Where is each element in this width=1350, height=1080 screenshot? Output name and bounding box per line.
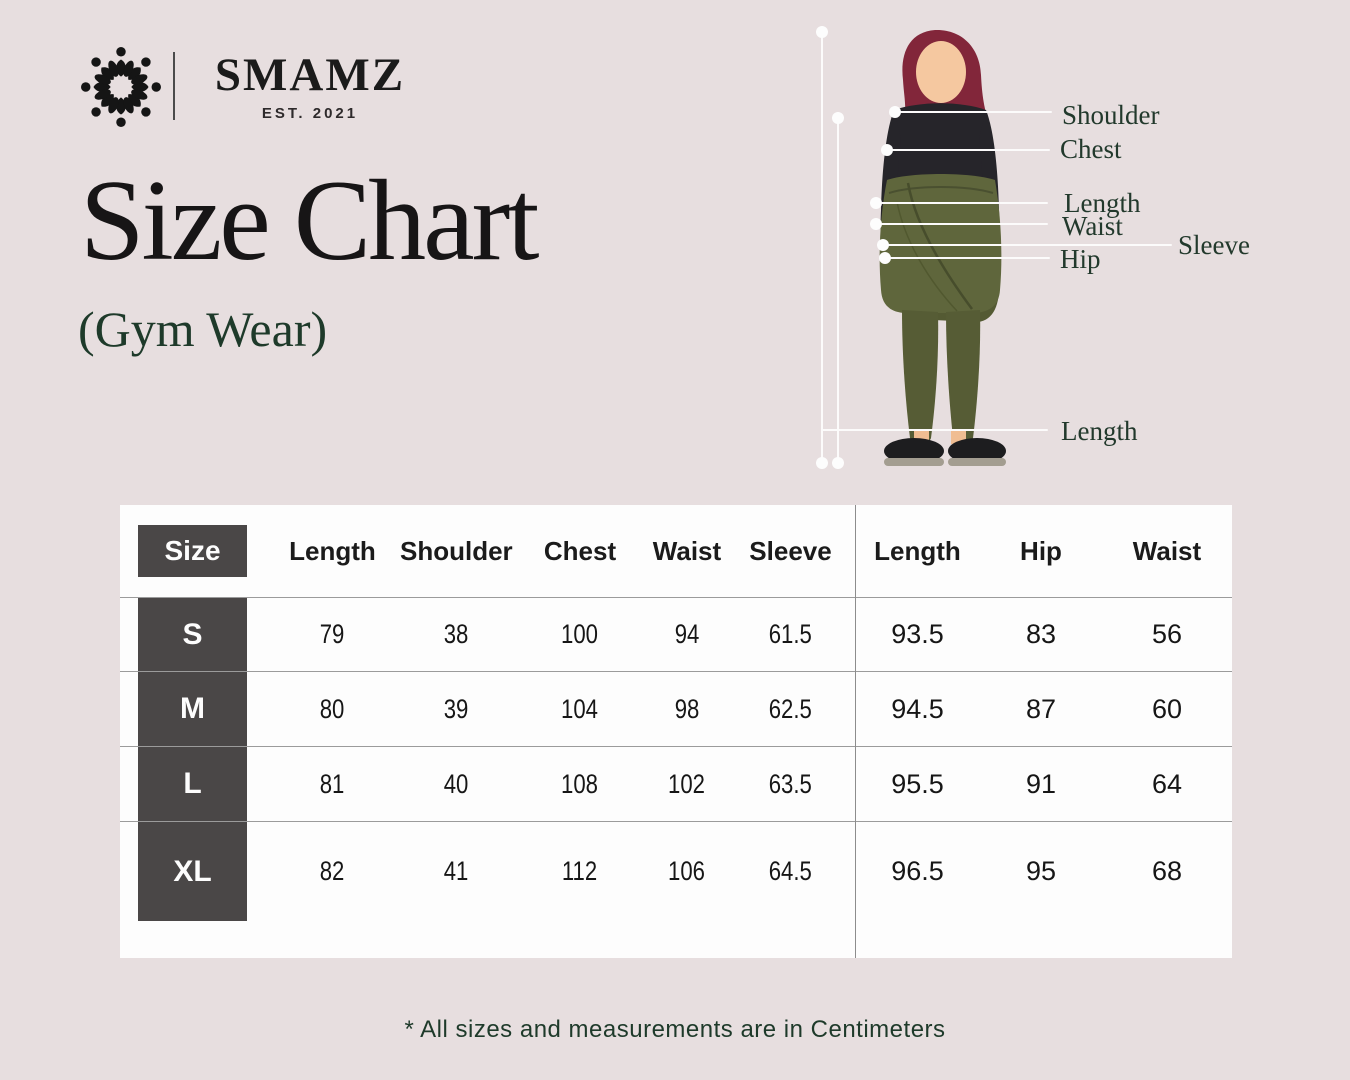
guide-dot bbox=[832, 457, 844, 469]
header-sleeve: Sleeve bbox=[749, 535, 832, 566]
value-cell: 79 bbox=[320, 619, 345, 649]
guide-dot bbox=[870, 218, 882, 230]
size-cell: L bbox=[138, 747, 247, 821]
shoulder-guide-line bbox=[895, 111, 1052, 113]
value-cell: 61.5 bbox=[768, 619, 813, 649]
value-cell: 100 bbox=[561, 619, 599, 649]
chest-guide-line bbox=[887, 149, 1050, 151]
value-cell: 95.5 bbox=[891, 768, 944, 799]
value-cell: 82 bbox=[320, 856, 345, 886]
size-header-cell: Size bbox=[138, 525, 247, 577]
gym-wear-figure-illustration bbox=[879, 29, 1006, 466]
length-bottom-label: Length bbox=[1061, 416, 1138, 446]
mandala-people-circle-icon bbox=[81, 47, 161, 127]
value-cell: 62.5 bbox=[768, 693, 813, 724]
brand-name: SMAMZ bbox=[214, 49, 406, 101]
value-cell: 87 bbox=[1025, 693, 1057, 724]
waist-guide-line bbox=[876, 223, 1048, 225]
header-hip: Hip bbox=[1020, 535, 1062, 566]
guide-dot bbox=[816, 457, 828, 469]
value-cell: 40 bbox=[443, 768, 469, 799]
value-cell: 60 bbox=[1151, 693, 1183, 724]
sleeve-label: Sleeve bbox=[1178, 230, 1250, 260]
value-cell: 93.5 bbox=[891, 619, 944, 649]
value-cell: 96.5 bbox=[891, 856, 944, 886]
value-cell: 81 bbox=[320, 768, 345, 799]
page-title: Size Chart bbox=[80, 157, 539, 285]
value-cell: 68 bbox=[1151, 856, 1183, 886]
value-cell: 83 bbox=[1025, 619, 1057, 649]
garment-length-guide-line bbox=[837, 118, 839, 463]
value-cell: 64 bbox=[1151, 768, 1183, 799]
total-length-guide-line bbox=[821, 32, 823, 463]
guide-dot bbox=[889, 106, 901, 118]
value-cell: 102 bbox=[668, 768, 706, 799]
size-cell: M bbox=[138, 672, 247, 746]
value-cell: 94 bbox=[674, 619, 700, 649]
hip-label: Hip bbox=[1060, 244, 1101, 274]
value-cell: 112 bbox=[562, 856, 598, 886]
value-cell: 98 bbox=[674, 693, 700, 724]
value-cell: 106 bbox=[668, 856, 706, 886]
length-guide-line bbox=[876, 202, 1048, 204]
waist-label: Waist bbox=[1062, 211, 1123, 241]
value-cell: 91 bbox=[1025, 768, 1057, 799]
value-cell: 41 bbox=[443, 856, 469, 886]
guide-dot bbox=[816, 26, 828, 38]
table-header-row: Size Length Shoulder Chest Waist Sleeve … bbox=[120, 505, 1232, 597]
value-cell: 39 bbox=[443, 693, 469, 724]
size-cell: S bbox=[138, 598, 247, 671]
guide-dot bbox=[881, 144, 893, 156]
page-subtitle: (Gym Wear) bbox=[78, 301, 328, 357]
table-row: L 81 40 108 102 63.5 95.5 91 64 bbox=[120, 746, 1232, 821]
bottom-length-guide-line bbox=[822, 429, 1048, 431]
size-table: Size Length Shoulder Chest Waist Sleeve … bbox=[120, 505, 1232, 958]
value-cell: 94.5 bbox=[891, 693, 944, 724]
table-row: XL 82 41 112 106 64.5 96.5 95 68 bbox=[120, 821, 1232, 921]
chest-label: Chest bbox=[1060, 134, 1122, 164]
header-length-bottom: Length bbox=[874, 535, 961, 566]
value-cell: 108 bbox=[561, 768, 599, 799]
value-cell: 56 bbox=[1151, 619, 1183, 649]
value-cell: 95 bbox=[1025, 856, 1057, 886]
header-shoulder: Shoulder bbox=[400, 535, 513, 566]
value-cell: 38 bbox=[443, 619, 469, 649]
guide-dot bbox=[832, 112, 844, 124]
shoulder-label: Shoulder bbox=[1062, 100, 1160, 130]
value-cell: 104 bbox=[561, 693, 599, 724]
table-row: M 80 39 104 98 62.5 94.5 87 60 bbox=[120, 671, 1232, 746]
sleeve-guide-line bbox=[883, 244, 1172, 246]
brand-divider bbox=[173, 52, 175, 120]
guide-dot bbox=[877, 239, 889, 251]
header-waist-bottom: Waist bbox=[1132, 535, 1202, 566]
length-top-label: Length bbox=[1064, 188, 1141, 218]
guide-dot bbox=[879, 252, 891, 264]
value-cell: 64.5 bbox=[768, 856, 813, 886]
guide-dot bbox=[870, 197, 882, 209]
units-footnote: * All sizes and measurements are in Cent… bbox=[404, 1016, 946, 1043]
header-length-top: Length bbox=[289, 535, 376, 566]
size-cell: XL bbox=[138, 822, 247, 921]
table-row: S 79 38 100 94 61.5 93.5 83 56 bbox=[120, 597, 1232, 671]
value-cell: 80 bbox=[320, 693, 345, 724]
value-cell: 63.5 bbox=[768, 768, 813, 799]
table-section-divider bbox=[855, 505, 856, 958]
hip-guide-line bbox=[885, 257, 1050, 259]
header-waist-top: Waist bbox=[652, 535, 722, 566]
header-chest: Chest bbox=[543, 535, 617, 566]
brand-established: EST. 2021 bbox=[261, 105, 359, 122]
